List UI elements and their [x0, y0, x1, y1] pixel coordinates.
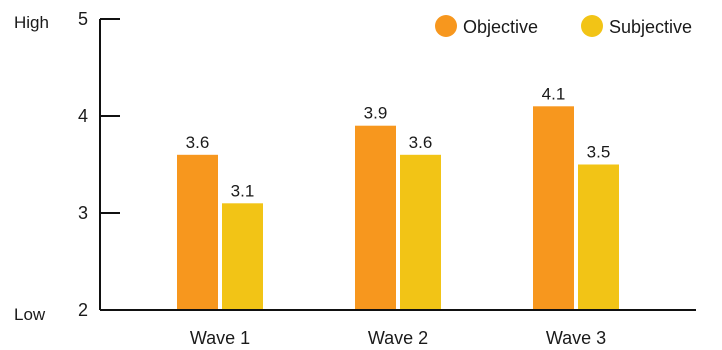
data-label: 3.6 [186, 133, 210, 152]
legend-marker-objective [435, 15, 457, 37]
bar-subjective-wave-2 [400, 154, 441, 310]
y-low-label: Low [14, 305, 46, 324]
data-labels: 3.6 3.1 3.9 3.6 4.1 3.5 [186, 84, 611, 200]
data-label: 3.9 [364, 104, 388, 123]
bars [177, 106, 619, 310]
bar-objective-wave-3 [533, 106, 574, 310]
legend-label-subjective: Subjective [609, 17, 692, 37]
data-label: 3.6 [409, 133, 433, 152]
bar-objective-wave-2 [355, 125, 396, 310]
y-axis-ticks: 2 3 4 5 [78, 9, 120, 320]
category-label: Wave 3 [546, 328, 606, 348]
legend: Objective Subjective [435, 15, 692, 37]
y-tick-label: 3 [78, 203, 88, 223]
legend-marker-subjective [581, 15, 603, 37]
y-tick-label: 5 [78, 9, 88, 29]
data-label: 3.5 [587, 143, 611, 162]
bar-subjective-wave-3 [578, 164, 619, 310]
data-label: 4.1 [542, 84, 566, 103]
y-high-label: High [14, 13, 49, 32]
bar-objective-wave-1 [177, 154, 218, 310]
bar-subjective-wave-1 [222, 203, 263, 310]
y-tick-label: 2 [78, 300, 88, 320]
category-label: Wave 1 [190, 328, 250, 348]
category-label: Wave 2 [368, 328, 428, 348]
category-labels: Wave 1 Wave 2 Wave 3 [190, 328, 606, 348]
legend-label-objective: Objective [463, 17, 538, 37]
y-tick-label: 4 [78, 106, 88, 126]
data-label: 3.1 [231, 181, 255, 200]
